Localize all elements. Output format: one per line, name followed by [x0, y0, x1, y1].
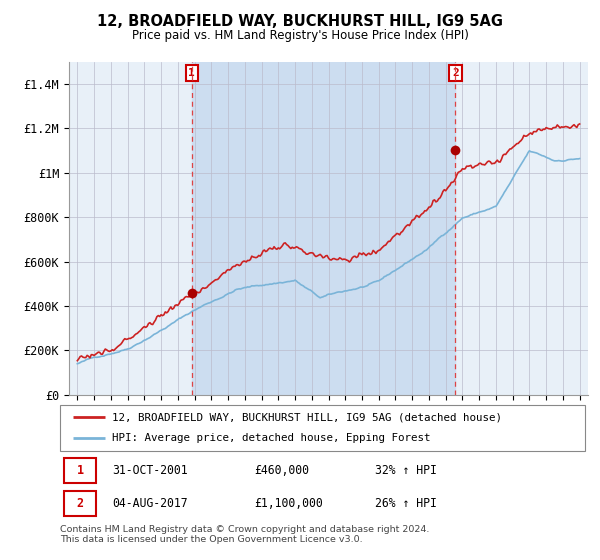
Text: 12, BROADFIELD WAY, BUCKHURST HILL, IG9 5AG (detached house): 12, BROADFIELD WAY, BUCKHURST HILL, IG9 … [113, 412, 503, 422]
Text: £1,100,000: £1,100,000 [254, 497, 323, 510]
Text: 12, BROADFIELD WAY, BUCKHURST HILL, IG9 5AG: 12, BROADFIELD WAY, BUCKHURST HILL, IG9 … [97, 14, 503, 29]
Bar [64, 458, 96, 483]
Text: £460,000: £460,000 [254, 464, 309, 477]
Text: Contains HM Land Registry data © Crown copyright and database right 2024.
This d: Contains HM Land Registry data © Crown c… [60, 525, 430, 544]
Text: 32% ↑ HPI: 32% ↑ HPI [375, 464, 437, 477]
Text: 31-OCT-2001: 31-OCT-2001 [113, 464, 188, 477]
Text: 2: 2 [452, 68, 459, 78]
Text: 26% ↑ HPI: 26% ↑ HPI [375, 497, 437, 510]
Bar [192, 62, 455, 395]
Text: Price paid vs. HM Land Registry's House Price Index (HPI): Price paid vs. HM Land Registry's House … [131, 29, 469, 42]
Text: 1: 1 [76, 464, 83, 477]
Text: 2: 2 [76, 497, 83, 510]
Text: HPI: Average price, detached house, Epping Forest: HPI: Average price, detached house, Eppi… [113, 433, 431, 444]
Text: 1: 1 [188, 68, 195, 78]
Text: 04-AUG-2017: 04-AUG-2017 [113, 497, 188, 510]
Bar [64, 491, 96, 516]
